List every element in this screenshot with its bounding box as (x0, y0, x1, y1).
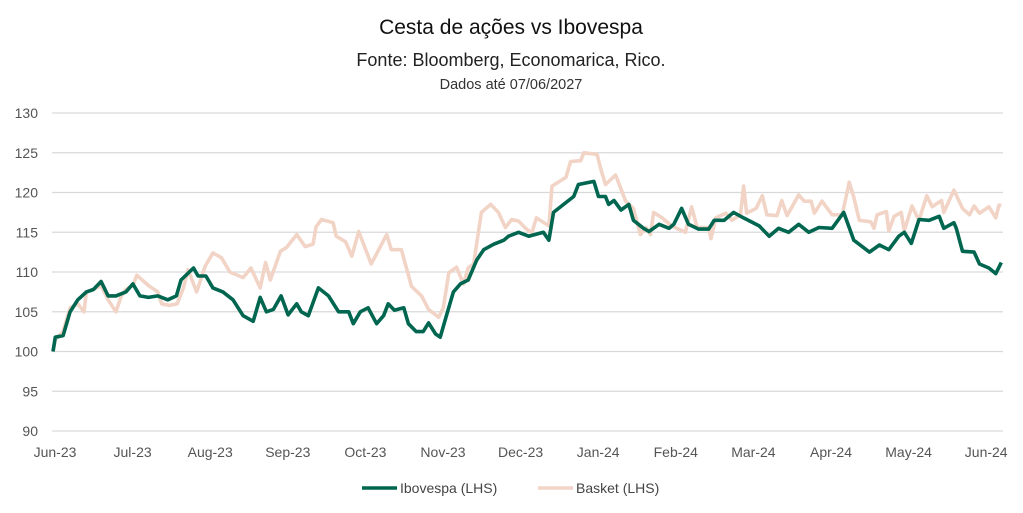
y-tick-label: 130 (15, 105, 39, 121)
chart-note: Dados até 07/06/2027 (440, 77, 583, 93)
x-tick-label: Jan-24 (577, 444, 620, 460)
x-tick-label: Jun-23 (34, 444, 77, 460)
x-tick-label: Jul-23 (114, 444, 152, 460)
series-lines (51, 151, 1003, 352)
x-tick-label: Sep-23 (265, 444, 310, 460)
series-line-ibovespa (51, 179, 1003, 352)
x-tick-label: Apr-24 (810, 444, 852, 460)
x-axis: Jun-23 Jul-23 Aug-23 Sep-23 Oct-23 Nov-23 Dec-… (34, 444, 1008, 460)
legend: Ibovespa (LHS) Basket (LHS) (362, 480, 659, 496)
y-tick-label: 100 (15, 344, 39, 360)
y-tick-label: 105 (15, 304, 39, 320)
x-tick-label: Oct-23 (344, 444, 386, 460)
y-tick-label: 115 (16, 224, 39, 240)
y-tick-label: 95 (22, 383, 38, 399)
legend-label: Basket (LHS) (576, 480, 659, 496)
series-line-basket (51, 151, 1002, 352)
gridlines (52, 112, 1003, 432)
chart-subtitle: Fonte: Bloomberg, Economarica, Rico. (356, 50, 665, 70)
x-tick-label: Nov-23 (420, 444, 465, 460)
x-tick-label: Jun-24 (965, 444, 1008, 460)
legend-label: Ibovespa (LHS) (400, 480, 497, 496)
y-tick-label: 90 (22, 423, 38, 439)
y-tick-label: 110 (16, 264, 39, 280)
x-tick-label: Feb-24 (654, 444, 699, 460)
x-tick-label: May-24 (885, 444, 932, 460)
x-tick-label: Mar-24 (731, 444, 776, 460)
x-tick-label: Aug-23 (188, 444, 233, 460)
chart-title: Cesta de ações vs Ibovespa (379, 16, 643, 39)
x-tick-label: Dec-23 (498, 444, 543, 460)
y-tick-label: 120 (15, 185, 39, 201)
y-tick-label: 125 (15, 145, 39, 161)
y-axis: 90 95 100 105 110 115 120 125 130 (15, 105, 39, 439)
